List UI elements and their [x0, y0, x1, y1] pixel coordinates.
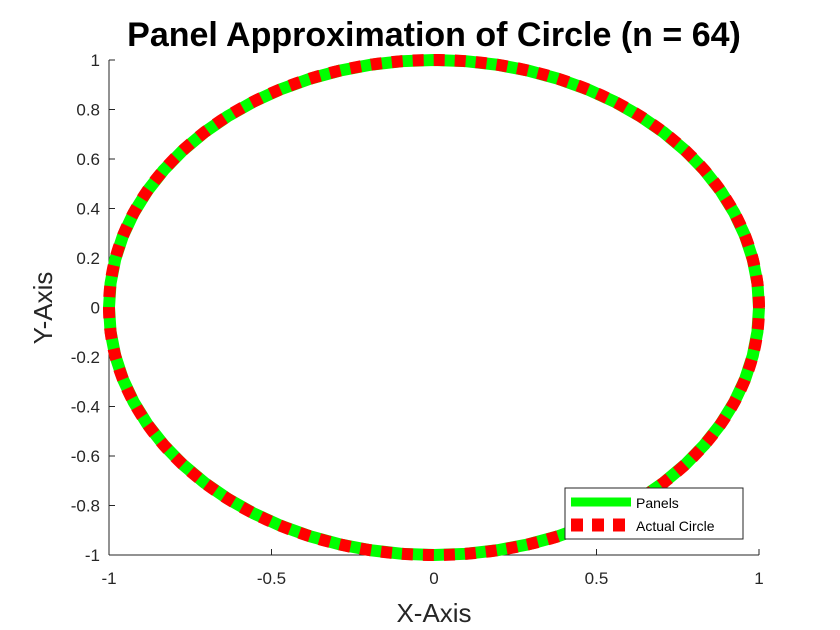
y-tick-label: -0.8	[71, 497, 100, 516]
plot-area	[102, 53, 765, 562]
x-tick-label: 1	[754, 569, 763, 588]
y-tick-label: -0.4	[71, 398, 100, 417]
legend: Panels Actual Circle	[564, 487, 744, 540]
y-tick-label: 0.6	[76, 150, 100, 169]
y-tick-label: 0	[91, 299, 100, 318]
x-tick-label: -1	[101, 569, 116, 588]
y-tick-label: 1	[91, 51, 100, 70]
y-axis-label: Y-Axis	[28, 272, 58, 345]
x-tick-label: 0.5	[585, 569, 609, 588]
chart-title: Panel Approximation of Circle (n = 64)	[127, 16, 741, 54]
tick-labels: -1 -0.5 0 0.5 1 -1 -0.8 -0.6 -0.4 -0.2 0 0.2 0.4 0.6 0…	[71, 51, 764, 588]
y-tick-label: 0.4	[76, 200, 100, 219]
legend-label-panels: Panels	[636, 495, 679, 511]
x-tick-label: 0	[429, 569, 438, 588]
legend-label-actual-circle: Actual Circle	[636, 518, 715, 534]
y-tick-label: -0.2	[71, 348, 100, 367]
y-tick-label: -0.6	[71, 447, 100, 466]
y-tick-label: -1	[85, 546, 100, 565]
x-tick-label: -0.5	[257, 569, 286, 588]
y-tick-label: 0.2	[76, 249, 100, 268]
y-tick-label: 0.8	[76, 101, 100, 120]
x-axis-label: X-Axis	[396, 598, 471, 628]
